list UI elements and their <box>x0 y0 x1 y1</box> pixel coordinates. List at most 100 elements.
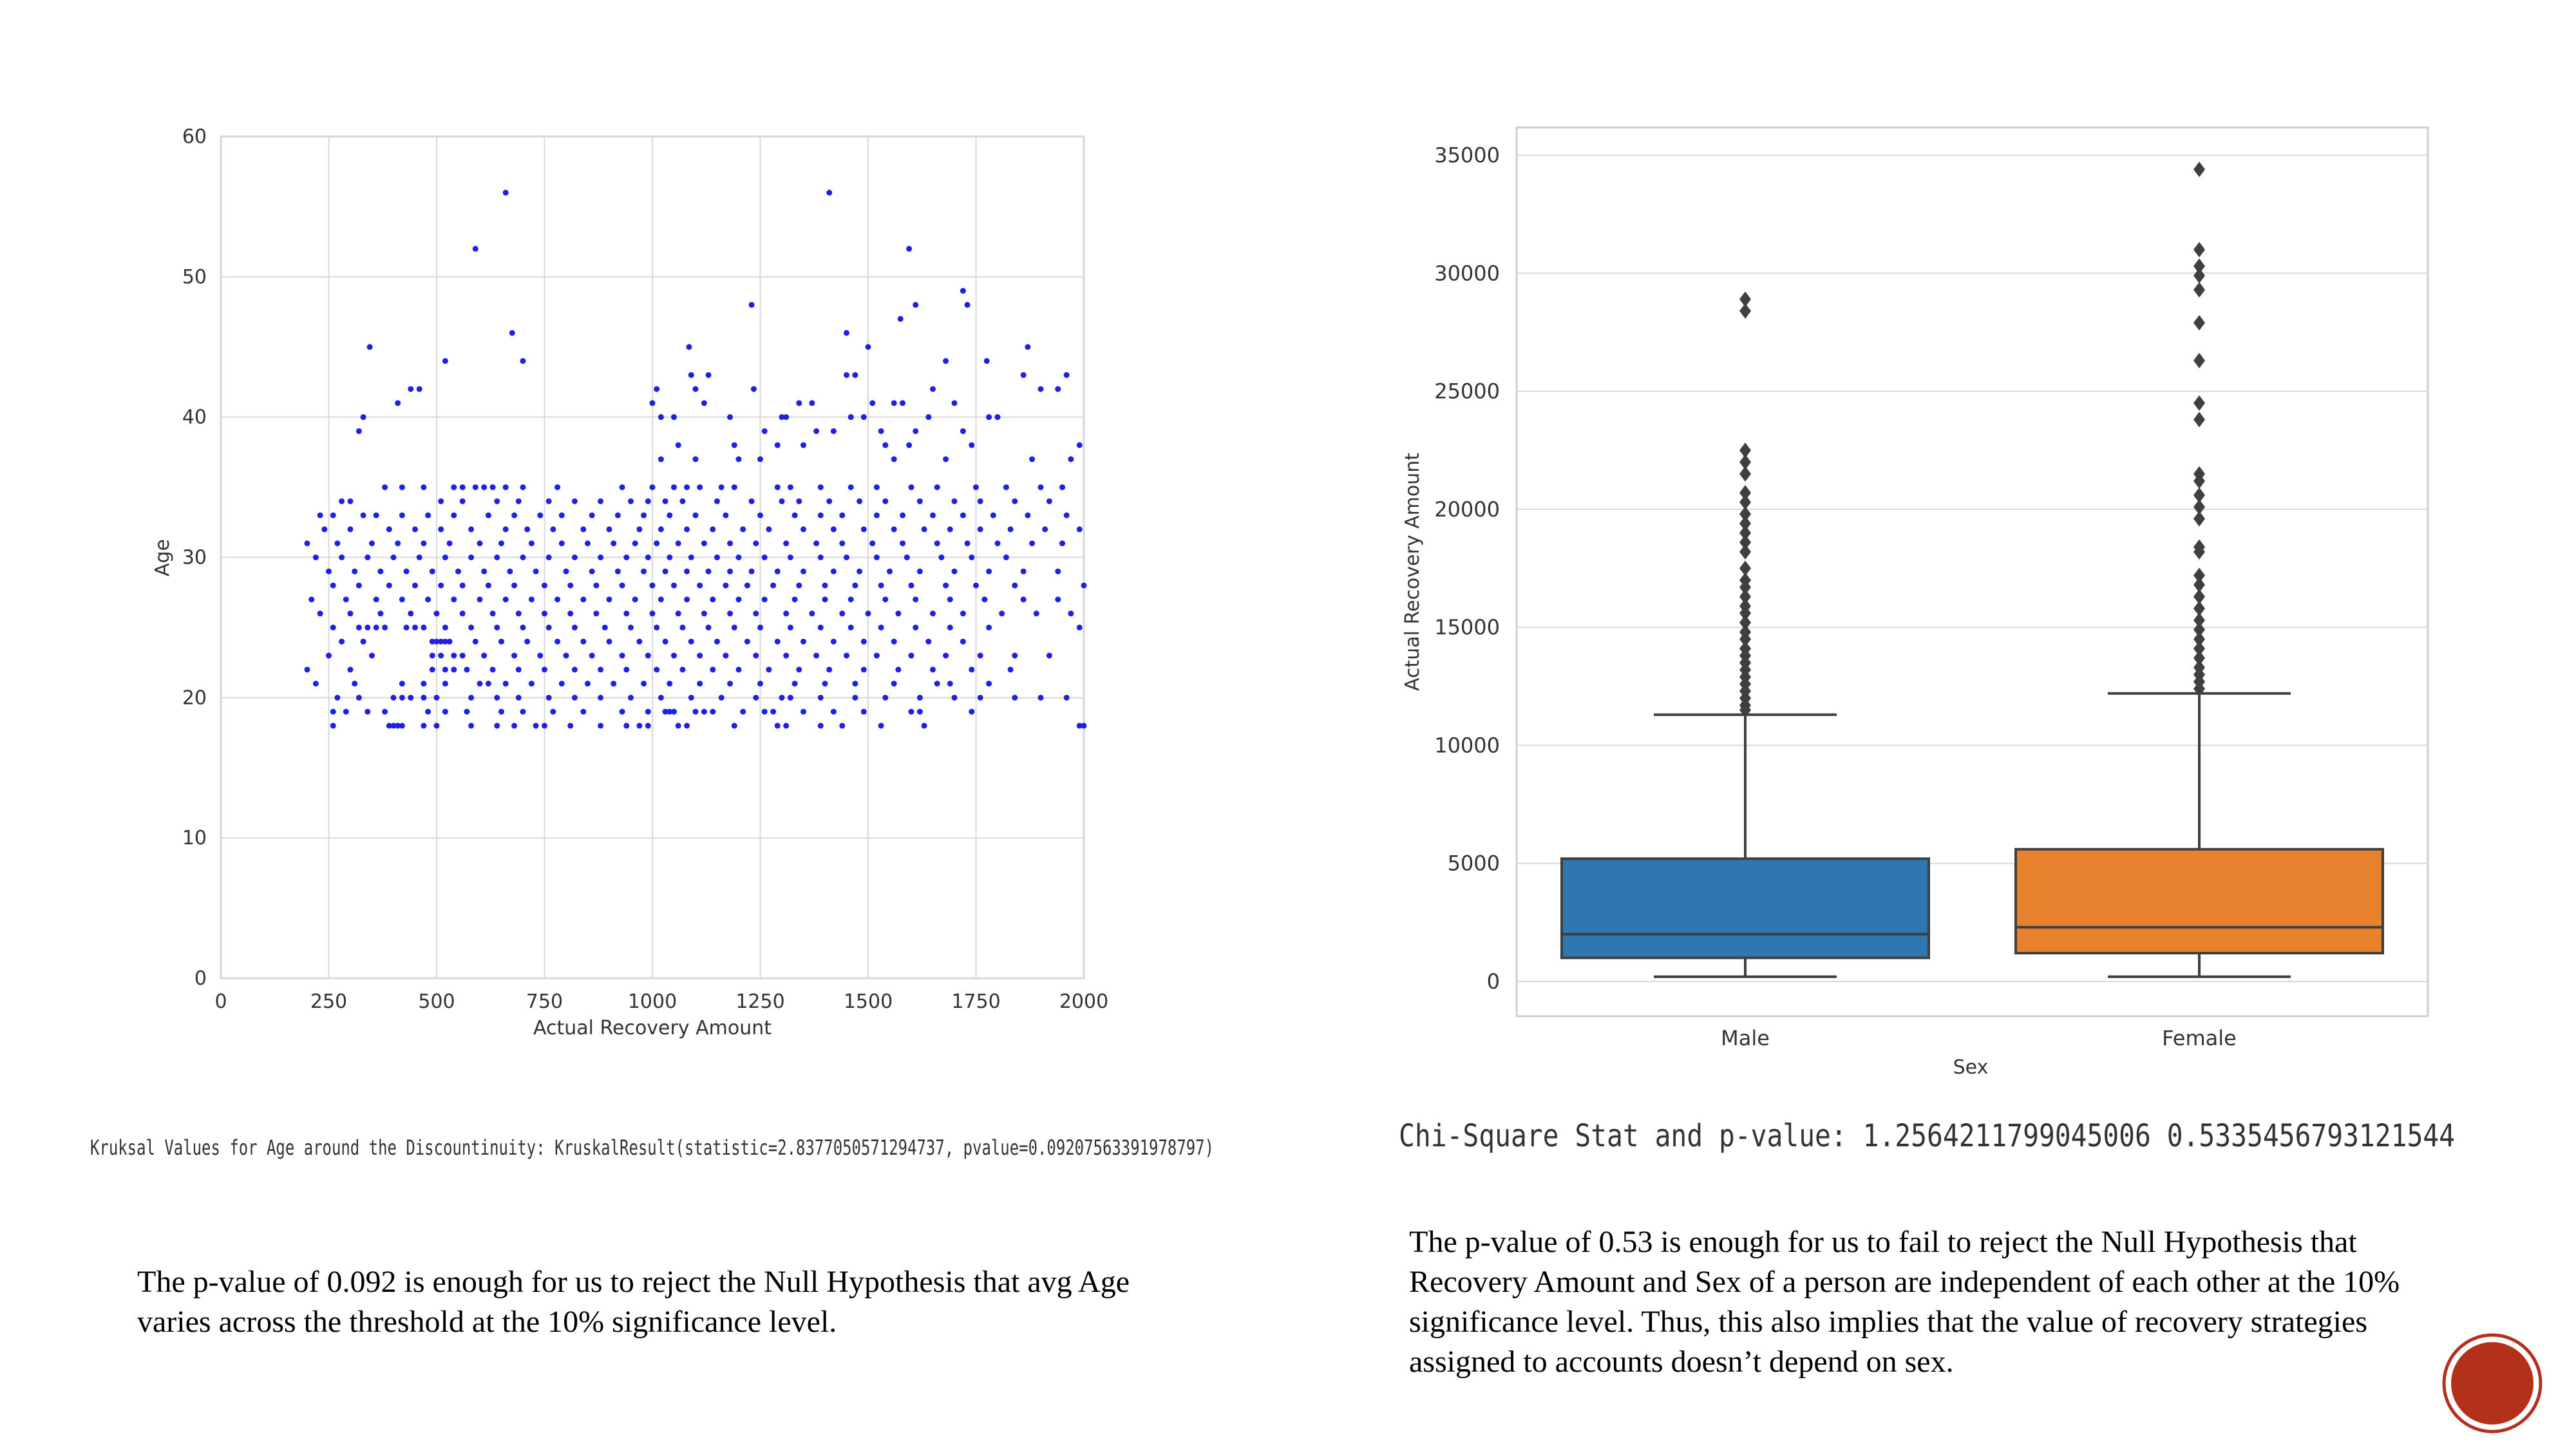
scatter-point <box>654 667 660 673</box>
scatter-point <box>662 638 668 645</box>
box-y-tick-label: 5000 <box>1448 851 1500 876</box>
scatter-point <box>761 554 768 560</box>
scatter-point <box>748 498 755 504</box>
box-y-axis-label: Actual Recovery Amount <box>1401 453 1424 691</box>
scatter-point <box>748 301 755 308</box>
scatter-point <box>796 498 802 504</box>
scatter-point <box>813 540 820 547</box>
scatter-point <box>697 582 703 589</box>
scatter-point <box>355 428 362 434</box>
scatter-point <box>654 540 660 547</box>
box-outlier <box>1739 572 1751 588</box>
scatter-point <box>623 554 630 560</box>
scatter-point <box>925 414 932 421</box>
scatter-point <box>692 512 699 518</box>
scatter-point <box>873 512 880 518</box>
scatter-point <box>658 526 664 533</box>
box-iqr-rect <box>2014 848 2384 955</box>
scatter-point <box>468 554 475 560</box>
box-outlier <box>1739 589 1751 605</box>
scatter-point <box>800 568 806 574</box>
scatter-point <box>960 512 966 518</box>
scatter-point <box>489 611 496 617</box>
scatter-point <box>943 358 949 365</box>
scatter-point <box>744 582 750 589</box>
scatter-point <box>632 596 638 603</box>
box-y-tick-label: 15000 <box>1434 615 1500 639</box>
scatter-point <box>498 638 504 645</box>
scatter-point <box>882 694 889 701</box>
scatter-point <box>684 526 690 533</box>
scatter-point <box>947 526 953 533</box>
scatter-point <box>611 681 617 687</box>
scatter-point <box>412 526 418 533</box>
scatter-point <box>355 694 362 701</box>
scatter-point <box>667 681 673 687</box>
scatter-point <box>494 694 500 701</box>
scatter-y-tick-label: 30 <box>182 547 207 569</box>
scatter-point <box>481 652 488 659</box>
scatter-point <box>339 638 345 645</box>
scatter-point <box>352 681 358 687</box>
scatter-point <box>317 611 323 617</box>
scatter-point <box>796 400 802 406</box>
scatter-x-ticks: 0 250 500 750 1000 1250 1500 1750 2000 <box>214 990 1108 1013</box>
scatter-point <box>705 372 712 378</box>
scatter-point <box>791 681 798 687</box>
slide-badge <box>2442 1333 2543 1434</box>
box-outlier <box>1739 544 1751 560</box>
scatter-point <box>891 526 897 533</box>
scatter-point <box>964 540 971 547</box>
scatter-point <box>645 652 651 659</box>
scatter-x-tick-label: 1500 <box>844 990 893 1013</box>
scatter-point <box>399 512 405 518</box>
scatter-point <box>1025 512 1031 518</box>
scatter-point <box>701 611 707 617</box>
scatter-point <box>614 568 621 574</box>
scatter-point <box>399 484 405 491</box>
scatter-point <box>1076 624 1083 630</box>
scatter-point <box>649 611 656 617</box>
scatter-point <box>800 708 806 715</box>
scatter-point <box>900 540 906 547</box>
box-outlier <box>2193 281 2205 298</box>
box-male <box>1560 291 1930 978</box>
scatter-point <box>545 624 552 630</box>
scatter-point <box>567 582 574 589</box>
scatter-point <box>692 708 699 715</box>
scatter-point <box>844 554 849 560</box>
scatter-point <box>718 484 724 491</box>
box-outlier <box>2193 567 2205 583</box>
box-outlier <box>1739 466 1751 482</box>
scatter-point <box>395 400 401 406</box>
scatter-point <box>852 582 858 589</box>
scatter-point <box>667 708 673 715</box>
scatter-point <box>783 414 790 421</box>
scatter-point <box>598 498 604 504</box>
scatter-point <box>330 723 336 729</box>
scatter-point <box>542 582 547 589</box>
scatter-point <box>654 624 660 630</box>
box-outlier <box>2193 631 2205 647</box>
scatter-point <box>554 484 561 491</box>
scatter-point <box>809 611 815 617</box>
scatter-point <box>347 526 354 533</box>
scatter-point <box>679 667 686 673</box>
scatter-point <box>813 652 820 659</box>
scatter-point <box>433 638 440 645</box>
scatter-point <box>382 624 388 630</box>
box-outlier <box>1739 454 1751 470</box>
scatter-point <box>908 582 914 589</box>
scatter-point <box>1059 540 1065 547</box>
scatter-point <box>511 723 518 729</box>
scatter-point <box>654 386 660 392</box>
scatter-point <box>817 723 824 729</box>
scatter-point <box>671 652 677 659</box>
scatter-point <box>873 554 880 560</box>
scatter-point <box>326 568 332 574</box>
scatter-point <box>429 568 435 574</box>
box-outlier <box>2193 466 2205 482</box>
scatter-point <box>878 582 884 589</box>
scatter-point <box>619 708 625 715</box>
scatter-y-ticks: 0 10 20 30 40 50 60 <box>182 126 207 990</box>
